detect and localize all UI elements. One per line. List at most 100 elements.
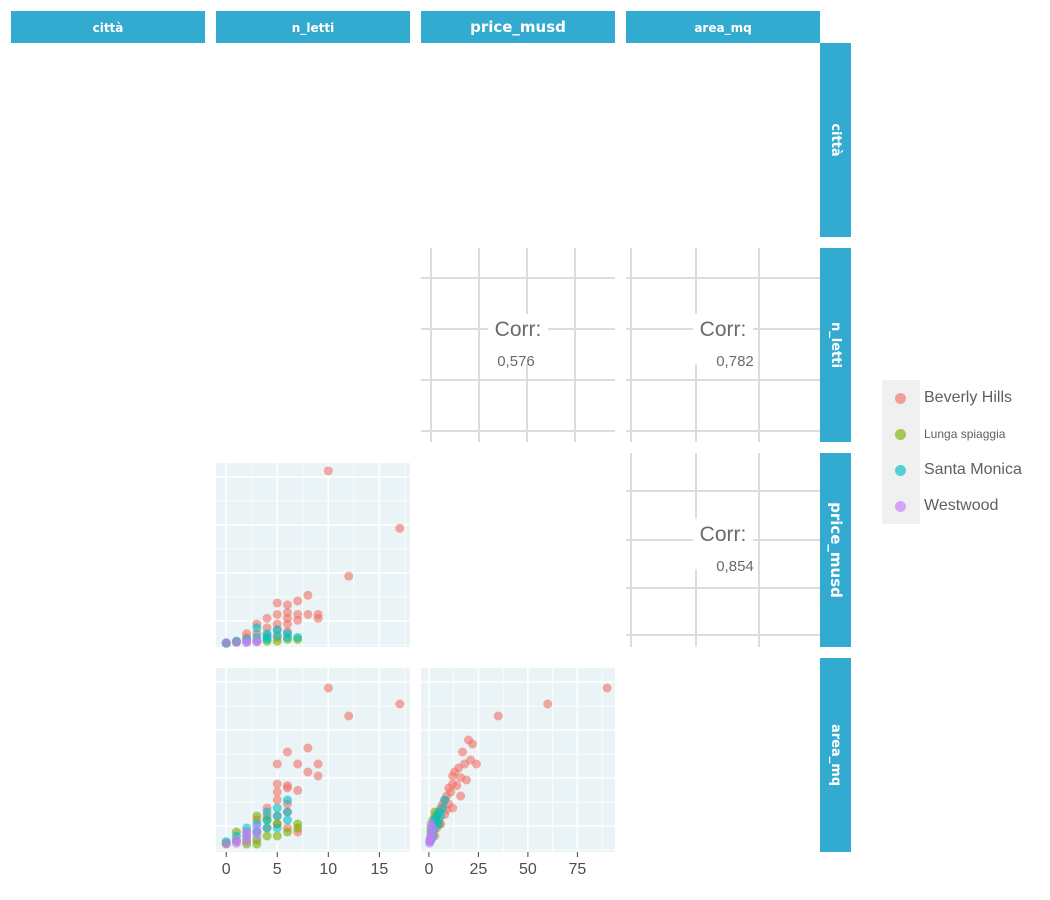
column-strip [421,11,615,43]
data-point [252,623,262,633]
legend-dot [895,500,906,512]
data-point [252,839,262,849]
correlation-value: 0,782 [716,353,754,370]
panel-background [421,668,615,852]
scatter-beds-price [216,463,410,648]
data-point [344,571,354,581]
panel-background [216,463,410,647]
data-point [448,771,458,781]
data-point [282,783,292,793]
data-point [293,596,303,606]
correlation-label: Corr: [700,523,747,546]
axis-tick-label: 75 [568,861,586,878]
data-point [262,807,272,817]
column-strip-label: area_mq [694,21,751,36]
data-point [471,759,481,769]
data-point [272,795,282,805]
axis-tick-label: 0 [424,861,433,878]
data-point [462,775,472,785]
axis-tick-label: 10 [319,861,337,878]
data-point [543,699,553,709]
column-strip-label: città [93,21,124,35]
data-point [293,785,303,795]
row-strip [820,43,851,237]
row-strip [820,658,851,852]
correlation-value: 0,854 [716,558,754,575]
axis-tick-label: 5 [273,861,282,878]
data-point [272,831,282,841]
data-point [467,739,477,749]
data-point [313,771,323,781]
data-point [242,638,252,648]
data-point [262,815,272,825]
data-point [282,600,292,610]
row-strip [820,453,851,647]
data-point [221,638,231,648]
data-point [303,590,313,600]
data-point [262,634,272,644]
column-strip [216,11,410,43]
data-point [272,811,282,821]
data-point [602,683,612,693]
data-point [282,747,292,757]
panel-background [216,668,410,852]
label-backdrop [693,519,753,569]
row-strip-label: n_letti [828,322,843,368]
data-point [231,838,241,848]
label-backdrop [488,314,548,364]
data-point [282,795,292,805]
data-point [272,609,282,619]
data-point [242,837,252,847]
row-strip-label: price_musd [827,502,845,598]
data-point [313,613,323,623]
axis-tick-label: 0 [222,861,231,878]
data-point [252,831,262,841]
data-point [282,807,292,817]
data-point [252,823,262,833]
data-point [262,613,272,623]
data-point [323,466,333,476]
legend-box [882,380,920,524]
data-point [272,759,282,769]
row-strip-label: città [828,123,843,156]
data-point [282,827,292,837]
data-point [272,787,282,797]
correlation-panel: Corr: 0,782 [626,248,820,442]
legend-label: Lunga spiaggia [924,427,1006,441]
legend-item: Beverly Hills [882,386,1012,410]
data-point [221,839,231,849]
row-strip [820,248,851,442]
data-point [452,781,462,791]
data-point [272,823,282,833]
data-point [272,598,282,608]
data-point [303,743,313,753]
data-point [272,631,282,641]
data-point [262,823,272,833]
label-backdrop [693,314,753,364]
data-point [440,795,450,805]
legend-label: Westwood [924,497,999,514]
axis-tick-label: 25 [470,861,488,878]
data-point [293,823,303,833]
axis-tick-label: 50 [519,861,537,878]
column-strip-label: price_musd [470,18,566,36]
data-point [313,759,323,769]
data-point [252,637,262,647]
data-point [344,711,354,721]
correlation-label: Corr: [700,318,747,341]
legend-dot [895,428,906,440]
data-point [282,619,292,629]
column-strip-label: n_letti [292,21,334,36]
data-point [272,779,282,789]
data-point [272,803,282,813]
column-strip [626,11,820,43]
legend-item: Westwood [882,494,998,518]
data-point [252,811,262,821]
data-point [282,632,292,642]
legend-label: Santa Monica [924,461,1022,478]
data-point [303,767,313,777]
data-point [493,711,503,721]
row-strip-label: area_mq [828,724,843,786]
data-point [262,831,272,841]
scatter-beds-area [216,668,410,852]
